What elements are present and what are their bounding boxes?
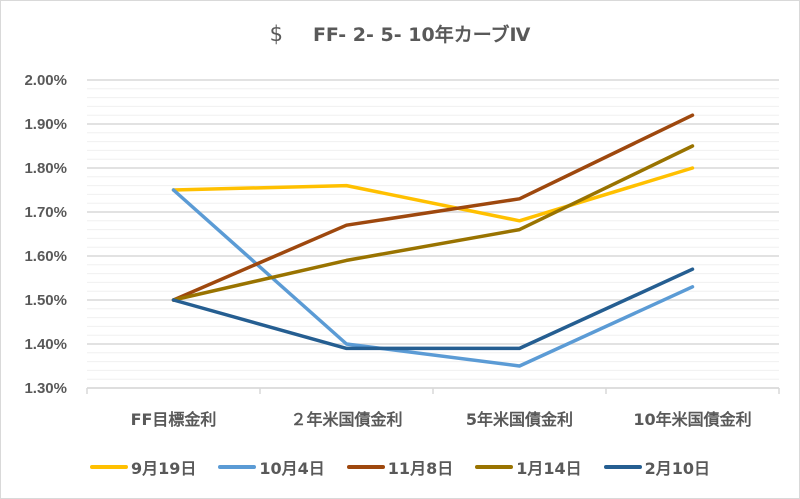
y-tick-label: 2.00% — [24, 72, 67, 89]
legend-item: 2月10日 — [603, 455, 711, 479]
legend-swatch-icon — [346, 465, 385, 469]
dollar-symbol: $ — [269, 22, 283, 46]
y-tick-label: 1.50% — [24, 292, 67, 309]
legend-item: 9月19日 — [89, 455, 197, 479]
legend-swatch-icon — [218, 465, 257, 469]
series-line — [171, 166, 695, 223]
y-tick-label: 1.40% — [24, 336, 67, 353]
legend: 9月19日 10月4日 11月8日 1月14日 2月10日 — [0, 455, 800, 479]
legend-label: 2月10日 — [644, 459, 711, 478]
legend-label: 10月4日 — [259, 459, 325, 478]
legend-item: 1月14日 — [475, 455, 582, 479]
legend-swatch-icon — [475, 465, 514, 469]
series-line — [171, 188, 695, 368]
x-category-label: ２年米国債金利 — [290, 410, 402, 429]
x-category-label: 5年米国債金利 — [466, 410, 573, 429]
y-tick-label: 1.30% — [24, 380, 67, 397]
chart-title-text: FF- 2- 5- 10年カーブⅣ — [312, 24, 531, 46]
gridlines — [87, 79, 779, 389]
y-axis: 2.00% 1.90% 1.80% 1.70% 1.60% 1.50% 1.40% 1.30% — [24, 72, 67, 397]
y-tick-label: 1.70% — [24, 204, 67, 221]
y-tick-label: 1.80% — [24, 160, 67, 177]
legend-item: 10月4日 — [218, 455, 325, 479]
legend-swatch-icon — [89, 465, 128, 469]
chart-title: $ FF- 2- 5- 10年カーブⅣ — [0, 20, 800, 47]
series-line — [171, 267, 695, 351]
x-category-label: FF目標金利 — [131, 410, 217, 429]
legend-swatch-icon — [603, 465, 642, 469]
legend-label: 11月8日 — [387, 459, 454, 478]
y-tick-label: 1.60% — [24, 248, 67, 265]
legend-item: 11月8日 — [346, 455, 454, 479]
series-line — [171, 144, 695, 302]
x-category-label: 10年米国債金利 — [633, 410, 751, 429]
legend-label: 9月19日 — [130, 459, 197, 478]
series-line — [171, 113, 695, 302]
x-axis: FF目標金利 ２年米国債金利 5年米国債金利 10年米国債金利 — [86, 387, 780, 429]
legend-label: 1月14日 — [516, 459, 582, 478]
series-lines — [171, 113, 695, 368]
y-tick-label: 1.90% — [24, 116, 67, 133]
